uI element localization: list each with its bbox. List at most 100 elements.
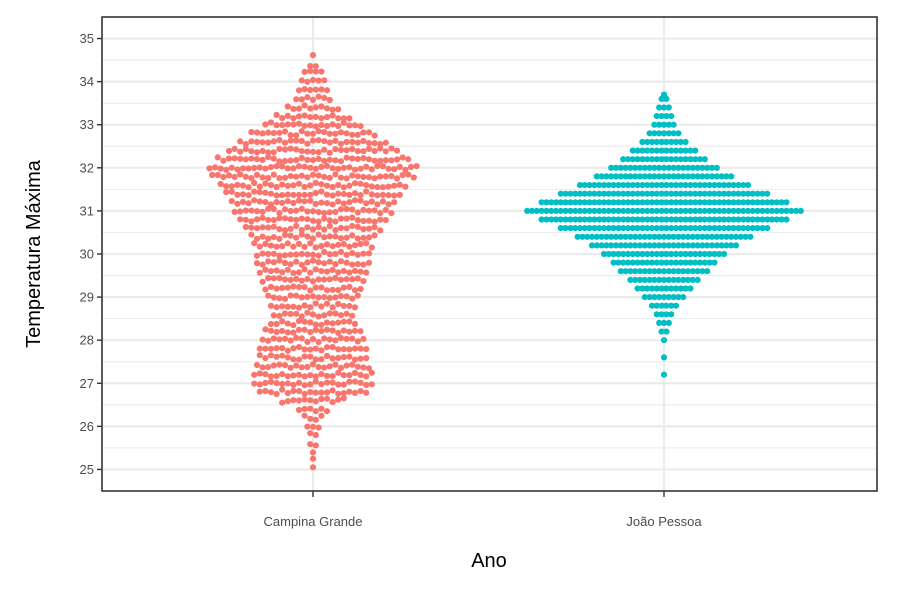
point-campina-grande <box>273 320 280 328</box>
point-campina-grande <box>388 210 395 217</box>
point-joao-pessoa <box>634 190 641 197</box>
point-joao-pessoa <box>672 285 680 292</box>
point-campina-grande <box>304 216 311 223</box>
point-joao-pessoa <box>648 216 656 223</box>
point-campina-grande <box>295 318 303 325</box>
point-campina-grande <box>332 361 339 368</box>
point-joao-pessoa <box>663 199 670 206</box>
point-joao-pessoa <box>675 164 682 171</box>
point-joao-pessoa <box>581 216 588 223</box>
point-campina-grande <box>337 235 345 242</box>
point-campina-grande <box>265 216 272 223</box>
point-campina-grande <box>351 356 359 363</box>
point-joao-pessoa <box>653 285 660 292</box>
point-campina-grande <box>273 285 280 292</box>
point-campina-grande <box>312 266 319 273</box>
point-campina-grande <box>315 223 322 231</box>
point-campina-grande <box>323 326 331 333</box>
point-campina-grande <box>346 191 353 198</box>
point-campina-grande <box>259 364 266 371</box>
point-joao-pessoa <box>692 156 699 163</box>
point-campina-grande <box>307 372 314 379</box>
point-campina-grande <box>337 258 345 265</box>
point-campina-grande <box>279 352 286 359</box>
point-joao-pessoa <box>651 268 658 275</box>
point-campina-grande <box>273 199 280 206</box>
point-campina-grande <box>337 206 345 213</box>
point-campina-grande <box>225 172 233 179</box>
point-joao-pessoa <box>624 182 632 189</box>
point-campina-grande <box>365 225 373 232</box>
point-joao-pessoa <box>593 242 600 249</box>
point-campina-grande <box>251 380 258 387</box>
point-campina-grande <box>293 362 300 369</box>
point-joao-pessoa <box>581 190 588 197</box>
point-joao-pessoa <box>689 242 696 249</box>
point-campina-grande <box>253 156 261 163</box>
point-campina-grande <box>309 171 317 178</box>
point-campina-grande <box>290 199 297 207</box>
point-campina-grande <box>228 198 235 205</box>
point-joao-pessoa <box>610 207 617 214</box>
point-joao-pessoa <box>651 121 658 128</box>
point-joao-pessoa <box>653 250 660 258</box>
point-joao-pessoa <box>572 216 579 223</box>
point-joao-pessoa <box>538 207 545 214</box>
point-joao-pessoa <box>629 156 636 163</box>
point-joao-pessoa <box>764 199 771 206</box>
point-campina-grande <box>234 181 241 189</box>
point-joao-pessoa <box>672 225 680 232</box>
point-campina-grande <box>293 275 300 282</box>
point-campina-grande <box>323 389 331 396</box>
point-campina-grande <box>323 344 331 351</box>
point-campina-grande <box>315 313 322 320</box>
point-campina-grande <box>276 215 283 222</box>
point-campina-grande <box>309 96 317 103</box>
point-campina-grande <box>295 191 303 198</box>
point-campina-grande <box>307 329 314 336</box>
point-joao-pessoa <box>591 225 598 232</box>
point-joao-pessoa <box>646 294 653 301</box>
point-campina-grande <box>284 284 291 291</box>
point-campina-grande <box>360 129 367 136</box>
point-campina-grande <box>315 231 322 238</box>
point-campina-grande <box>295 344 303 351</box>
point-campina-grande <box>332 294 339 301</box>
point-campina-grande <box>273 243 280 250</box>
point-joao-pessoa <box>620 259 627 266</box>
point-campina-grande <box>284 112 291 119</box>
point-campina-grande <box>335 346 342 353</box>
point-campina-grande <box>329 165 336 172</box>
point-joao-pessoa <box>629 259 636 266</box>
point-joao-pessoa <box>749 207 756 214</box>
point-campina-grande <box>248 155 255 162</box>
point-joao-pessoa <box>696 156 704 163</box>
point-campina-grande <box>357 379 364 386</box>
point-campina-grande <box>335 287 342 294</box>
point-joao-pessoa <box>656 268 663 275</box>
point-joao-pessoa <box>584 233 591 240</box>
point-campina-grande <box>276 257 283 264</box>
point-campina-grande <box>368 369 375 376</box>
point-joao-pessoa <box>641 164 648 171</box>
point-campina-grande <box>351 304 359 311</box>
point-joao-pessoa <box>608 173 615 180</box>
point-campina-grande <box>326 149 333 156</box>
point-campina-grande <box>281 157 289 165</box>
point-campina-grande <box>307 304 314 311</box>
point-campina-grande <box>223 166 230 173</box>
point-campina-grande <box>332 227 339 234</box>
point-campina-grande <box>385 192 392 199</box>
point-campina-grande <box>323 319 331 326</box>
point-joao-pessoa <box>759 225 766 232</box>
point-campina-grande <box>295 180 303 187</box>
point-joao-pessoa <box>682 259 689 266</box>
point-campina-grande <box>273 163 280 170</box>
point-campina-grande <box>343 310 350 317</box>
point-campina-grande <box>321 77 328 84</box>
point-joao-pessoa <box>596 216 603 223</box>
point-campina-grande <box>332 137 339 144</box>
point-campina-grande <box>279 380 286 388</box>
point-joao-pessoa <box>665 173 672 180</box>
point-campina-grande <box>273 122 280 129</box>
